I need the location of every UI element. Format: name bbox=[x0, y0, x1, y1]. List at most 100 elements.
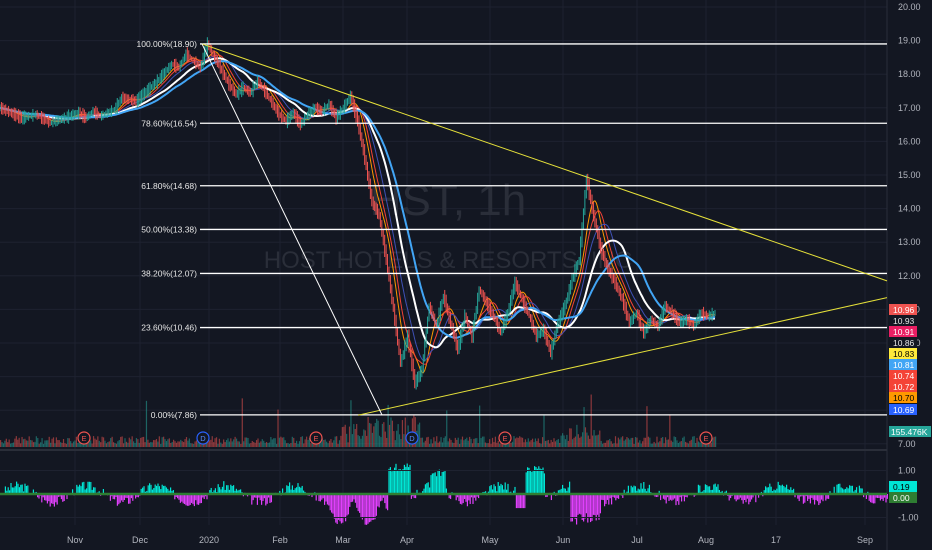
osc-bar bbox=[381, 494, 383, 501]
osc-bar bbox=[725, 490, 727, 494]
price-tag-text: 10.86 bbox=[893, 338, 915, 348]
earnings-marker[interactable]: E bbox=[77, 431, 91, 445]
earnings-marker[interactable]: D bbox=[405, 431, 419, 445]
volume-bar bbox=[400, 439, 402, 447]
volume-bar bbox=[559, 442, 561, 447]
osc-bar bbox=[674, 494, 676, 499]
osc-bar bbox=[287, 486, 289, 494]
volume-bar bbox=[5, 438, 7, 447]
osc-bar bbox=[794, 494, 796, 498]
osc-bar bbox=[335, 494, 337, 523]
dividend-icon[interactable] bbox=[405, 431, 419, 445]
osc-bar bbox=[297, 483, 299, 494]
diagonal-line[interactable] bbox=[201, 43, 383, 416]
osc-bar bbox=[123, 494, 125, 501]
volume-bar bbox=[596, 435, 598, 447]
osc-bar bbox=[741, 494, 743, 501]
osc-bar bbox=[543, 473, 545, 494]
volume-bar bbox=[560, 435, 562, 447]
volume-bar bbox=[366, 435, 368, 447]
osc-bar bbox=[234, 490, 236, 494]
volume-bar bbox=[619, 439, 621, 447]
fib-label: 38.20%(12.07) bbox=[141, 268, 197, 278]
volume-bar bbox=[183, 441, 185, 447]
volume-bar bbox=[632, 437, 634, 447]
volume-bar bbox=[91, 443, 93, 447]
volume-bar bbox=[587, 435, 589, 447]
osc-bar bbox=[56, 494, 58, 505]
volume-bar bbox=[561, 433, 564, 447]
osc-bar bbox=[153, 488, 155, 494]
volume-bar bbox=[692, 436, 694, 447]
earnings-icon[interactable] bbox=[309, 431, 323, 445]
osc-bar bbox=[777, 481, 779, 494]
osc-bar bbox=[542, 467, 544, 494]
volume-bar bbox=[25, 440, 27, 447]
volume-bar bbox=[225, 440, 228, 447]
dividend-icon[interactable] bbox=[196, 431, 210, 445]
osc-bar bbox=[269, 494, 271, 503]
osc-bar bbox=[268, 494, 270, 498]
volume-bar bbox=[338, 440, 341, 447]
earnings-marker[interactable]: E bbox=[498, 431, 512, 445]
fibonacci-levels[interactable]: 100.00%(18.90) 78.60%(16.54) 61.80%(14.68)… bbox=[137, 39, 888, 420]
osc-bar bbox=[788, 489, 790, 494]
earnings-icon[interactable] bbox=[498, 431, 512, 445]
osc-bar bbox=[410, 494, 412, 499]
osc-bar bbox=[423, 488, 425, 494]
volume-bar bbox=[281, 437, 283, 447]
volume-bar bbox=[574, 436, 577, 447]
osc-bar bbox=[163, 485, 165, 494]
volume-bar bbox=[117, 441, 119, 447]
osc-bar bbox=[364, 494, 366, 525]
osc-bar bbox=[126, 494, 128, 499]
earnings-icon[interactable] bbox=[699, 431, 713, 445]
date-tick-label: Sep bbox=[857, 535, 873, 545]
osc-bar bbox=[58, 494, 60, 497]
osc-bar bbox=[699, 485, 701, 494]
marker-letter: E bbox=[502, 434, 507, 443]
upper-trend-line[interactable] bbox=[201, 43, 888, 282]
volume-bar bbox=[549, 443, 551, 447]
price-tag-text: 10.96 bbox=[893, 305, 915, 315]
osc-bar bbox=[363, 494, 365, 518]
volume-bar bbox=[271, 439, 273, 447]
volume-bar bbox=[401, 420, 404, 447]
osc-bar bbox=[739, 494, 741, 498]
trend-lines[interactable] bbox=[201, 43, 888, 416]
earnings-marker[interactable]: D bbox=[196, 431, 210, 445]
price-tag: 10.72 bbox=[889, 381, 917, 392]
volume-bar bbox=[633, 443, 635, 447]
osc-bar bbox=[88, 481, 90, 494]
osc-bar bbox=[539, 468, 541, 494]
volume-bar bbox=[649, 437, 651, 447]
volume-bar bbox=[550, 439, 552, 447]
volume-bar bbox=[115, 443, 118, 447]
volume-bar bbox=[181, 441, 183, 447]
lower-trend-line[interactable] bbox=[357, 297, 888, 416]
volume-bar bbox=[68, 438, 70, 447]
osc-bar bbox=[648, 484, 650, 494]
osc-bar bbox=[321, 494, 323, 500]
volume-bar bbox=[346, 433, 348, 447]
osc-bar bbox=[188, 494, 190, 506]
volume-bar bbox=[0, 440, 2, 447]
volume-bar bbox=[494, 436, 496, 447]
osc-bar bbox=[836, 484, 838, 494]
osc-bar bbox=[461, 494, 463, 505]
osc-bar bbox=[371, 494, 373, 520]
osc-bar bbox=[408, 467, 410, 494]
osc-bar bbox=[885, 494, 887, 503]
earnings-marker[interactable]: E bbox=[309, 431, 323, 445]
volume-bar bbox=[620, 437, 622, 447]
earnings-marker[interactable]: E bbox=[699, 431, 713, 445]
osc-bar bbox=[81, 482, 83, 494]
volume-bar bbox=[590, 394, 592, 447]
osc-bar bbox=[87, 481, 89, 494]
volume-bar bbox=[17, 439, 19, 447]
osc-bar bbox=[601, 494, 603, 500]
volume-bar bbox=[511, 441, 514, 447]
earnings-icon[interactable] bbox=[77, 431, 91, 445]
